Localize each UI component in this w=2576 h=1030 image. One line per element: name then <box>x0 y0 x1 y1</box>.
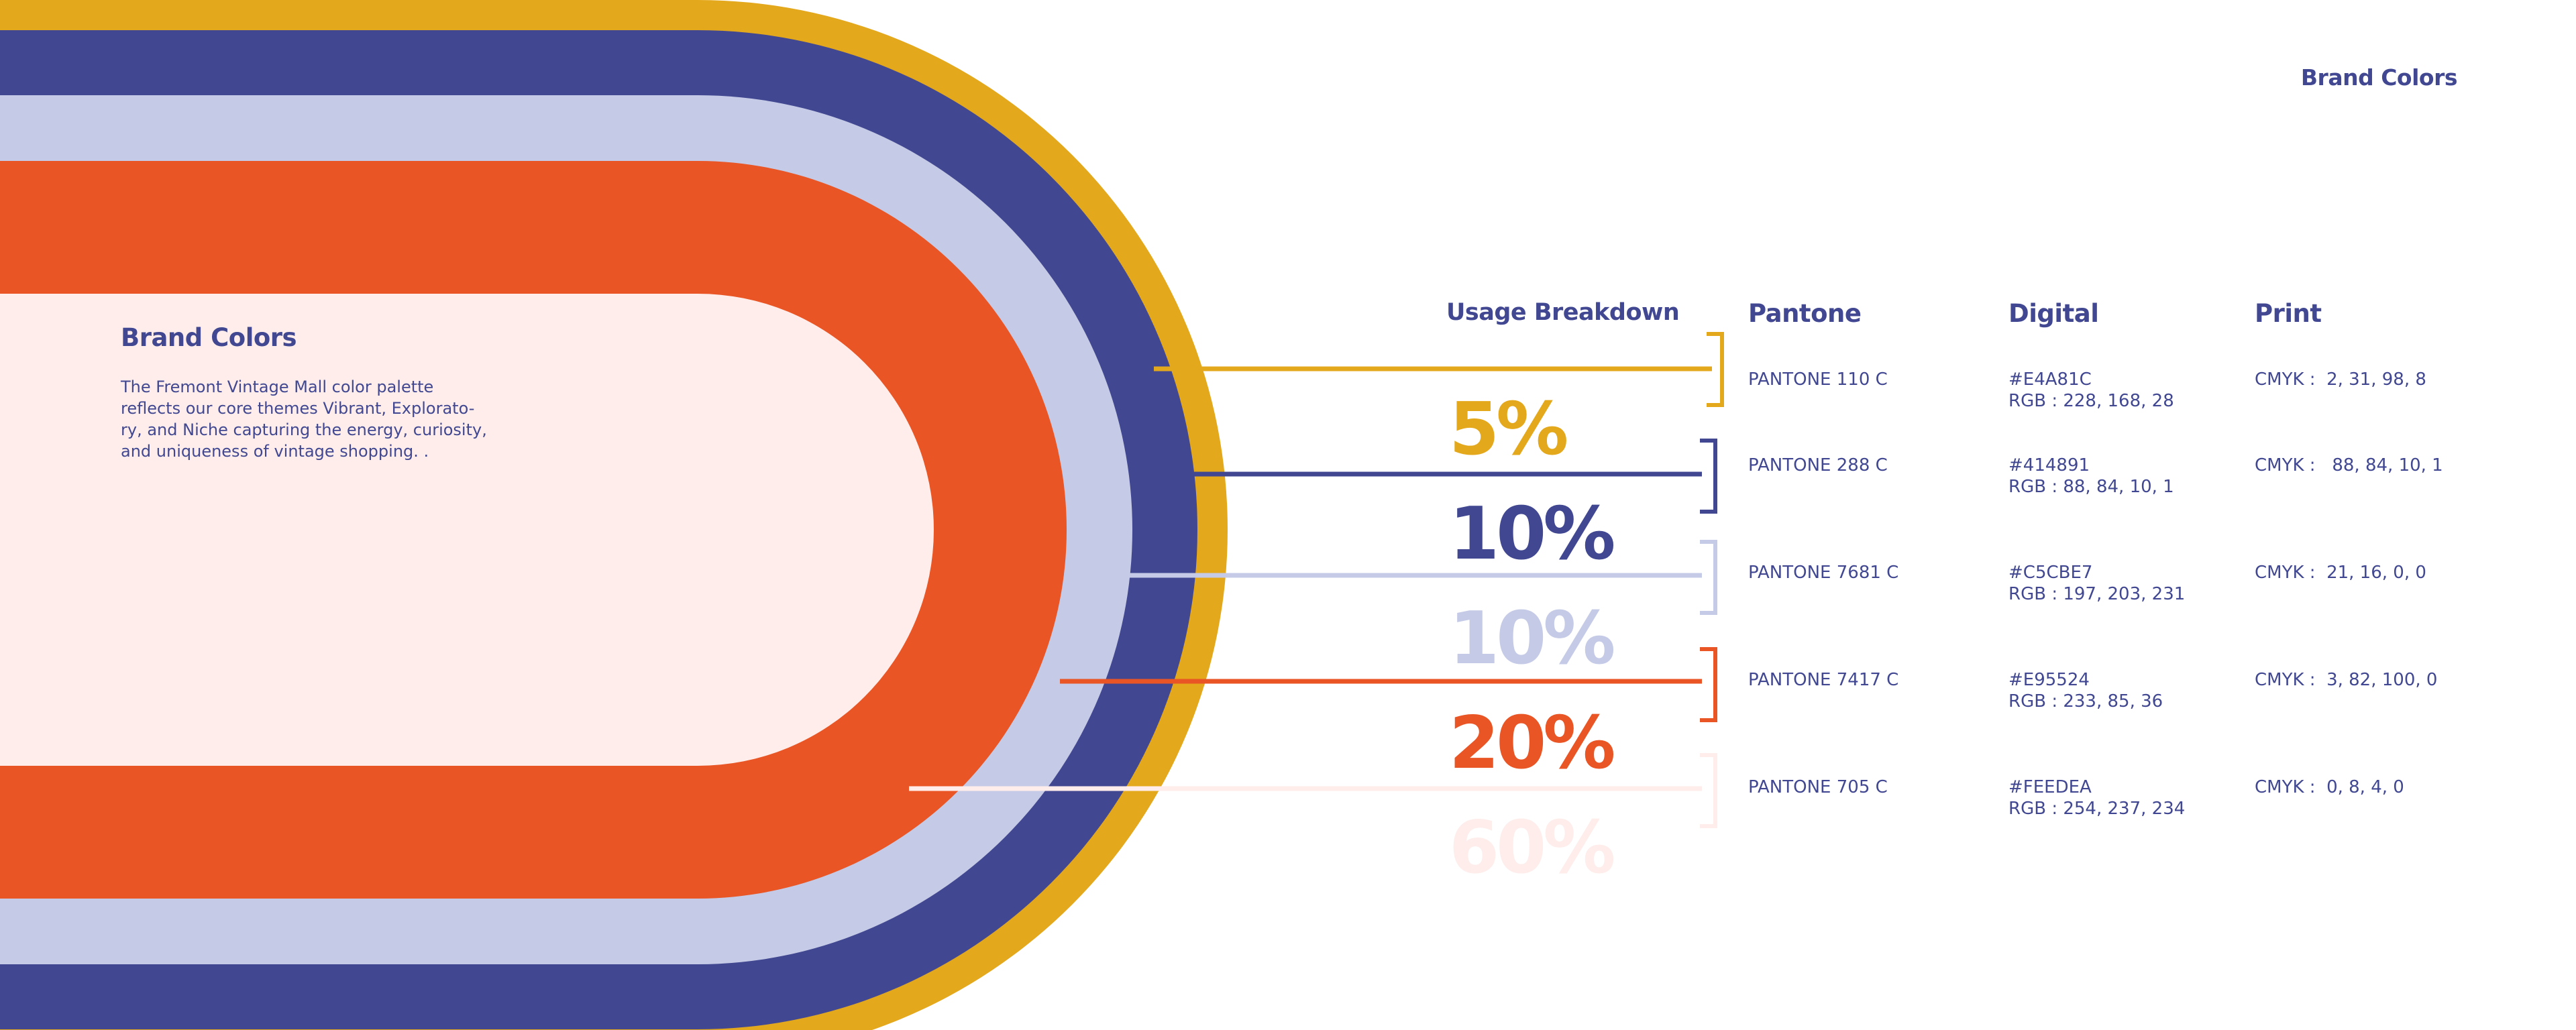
digital-values: #E95524 RGB : 233, 85, 36 <box>2008 669 2163 712</box>
rgb-value: RGB : 228, 168, 28 <box>2008 391 2174 411</box>
digital-values: #E4A81C RGB : 228, 168, 28 <box>2008 369 2174 412</box>
bracket-pink <box>1700 753 1717 828</box>
hex-code: #E4A81C <box>2008 369 2092 390</box>
hex-code: #414891 <box>2008 455 2090 475</box>
arc-band-pink <box>0 294 934 766</box>
pantone-code: PANTONE 288 C <box>1748 455 1888 475</box>
hex-code: #FEEDEA <box>2008 777 2092 797</box>
header-title: Brand Colors <box>2300 64 2458 91</box>
usage-percent: 10% <box>1449 492 1616 576</box>
cmyk-value: CMYK : 2, 31, 98, 8 <box>2255 369 2426 390</box>
usage-percent: 60% <box>1449 806 1616 890</box>
rgb-value: RGB : 88, 84, 10, 1 <box>2008 477 2174 497</box>
usage-percent: 5% <box>1449 388 1568 471</box>
intro-text: The Fremont Vintage Mall color palette r… <box>121 378 487 461</box>
bracket-orange <box>1700 647 1717 722</box>
digital-values: #C5CBE7 RGB : 197, 203, 231 <box>2008 562 2185 605</box>
cmyk-value: CMYK : 88, 84, 10, 1 <box>2255 455 2443 475</box>
bracket-lavender <box>1700 540 1717 615</box>
intro-block: Brand Colors The Fremont Vintage Mall co… <box>121 323 496 462</box>
digital-values: #414891 RGB : 88, 84, 10, 1 <box>2008 455 2174 498</box>
hex-code: #C5CBE7 <box>2008 563 2093 583</box>
cmyk-value: CMYK : 3, 82, 100, 0 <box>2255 670 2438 690</box>
usage-percent: 10% <box>1449 597 1616 681</box>
rgb-value: RGB : 233, 85, 36 <box>2008 691 2163 711</box>
usage-percent: 20% <box>1449 701 1616 785</box>
digital-heading: Digital <box>2008 299 2099 328</box>
usage-breakdown-heading: Usage Breakdown <box>1446 299 1680 326</box>
print-heading: Print <box>2255 299 2322 328</box>
rgb-value: RGB : 254, 237, 234 <box>2008 799 2186 819</box>
cmyk-value: CMYK : 0, 8, 4, 0 <box>2255 777 2404 797</box>
pantone-code: PANTONE 110 C <box>1748 369 1888 390</box>
intro-title: Brand Colors <box>121 323 297 352</box>
cmyk-value: CMYK : 21, 16, 0, 0 <box>2255 563 2426 583</box>
rgb-value: RGB : 197, 203, 231 <box>2008 584 2186 604</box>
pantone-code: PANTONE 7681 C <box>1748 563 1899 583</box>
bracket-yellow <box>1707 332 1724 407</box>
pantone-code: PANTONE 7417 C <box>1748 670 1899 690</box>
pantone-heading: Pantone <box>1748 299 1862 328</box>
hex-code: #E95524 <box>2008 670 2090 690</box>
bracket-blue <box>1700 439 1717 514</box>
pantone-code: PANTONE 705 C <box>1748 777 1888 797</box>
digital-values: #FEEDEA RGB : 254, 237, 234 <box>2008 777 2185 819</box>
